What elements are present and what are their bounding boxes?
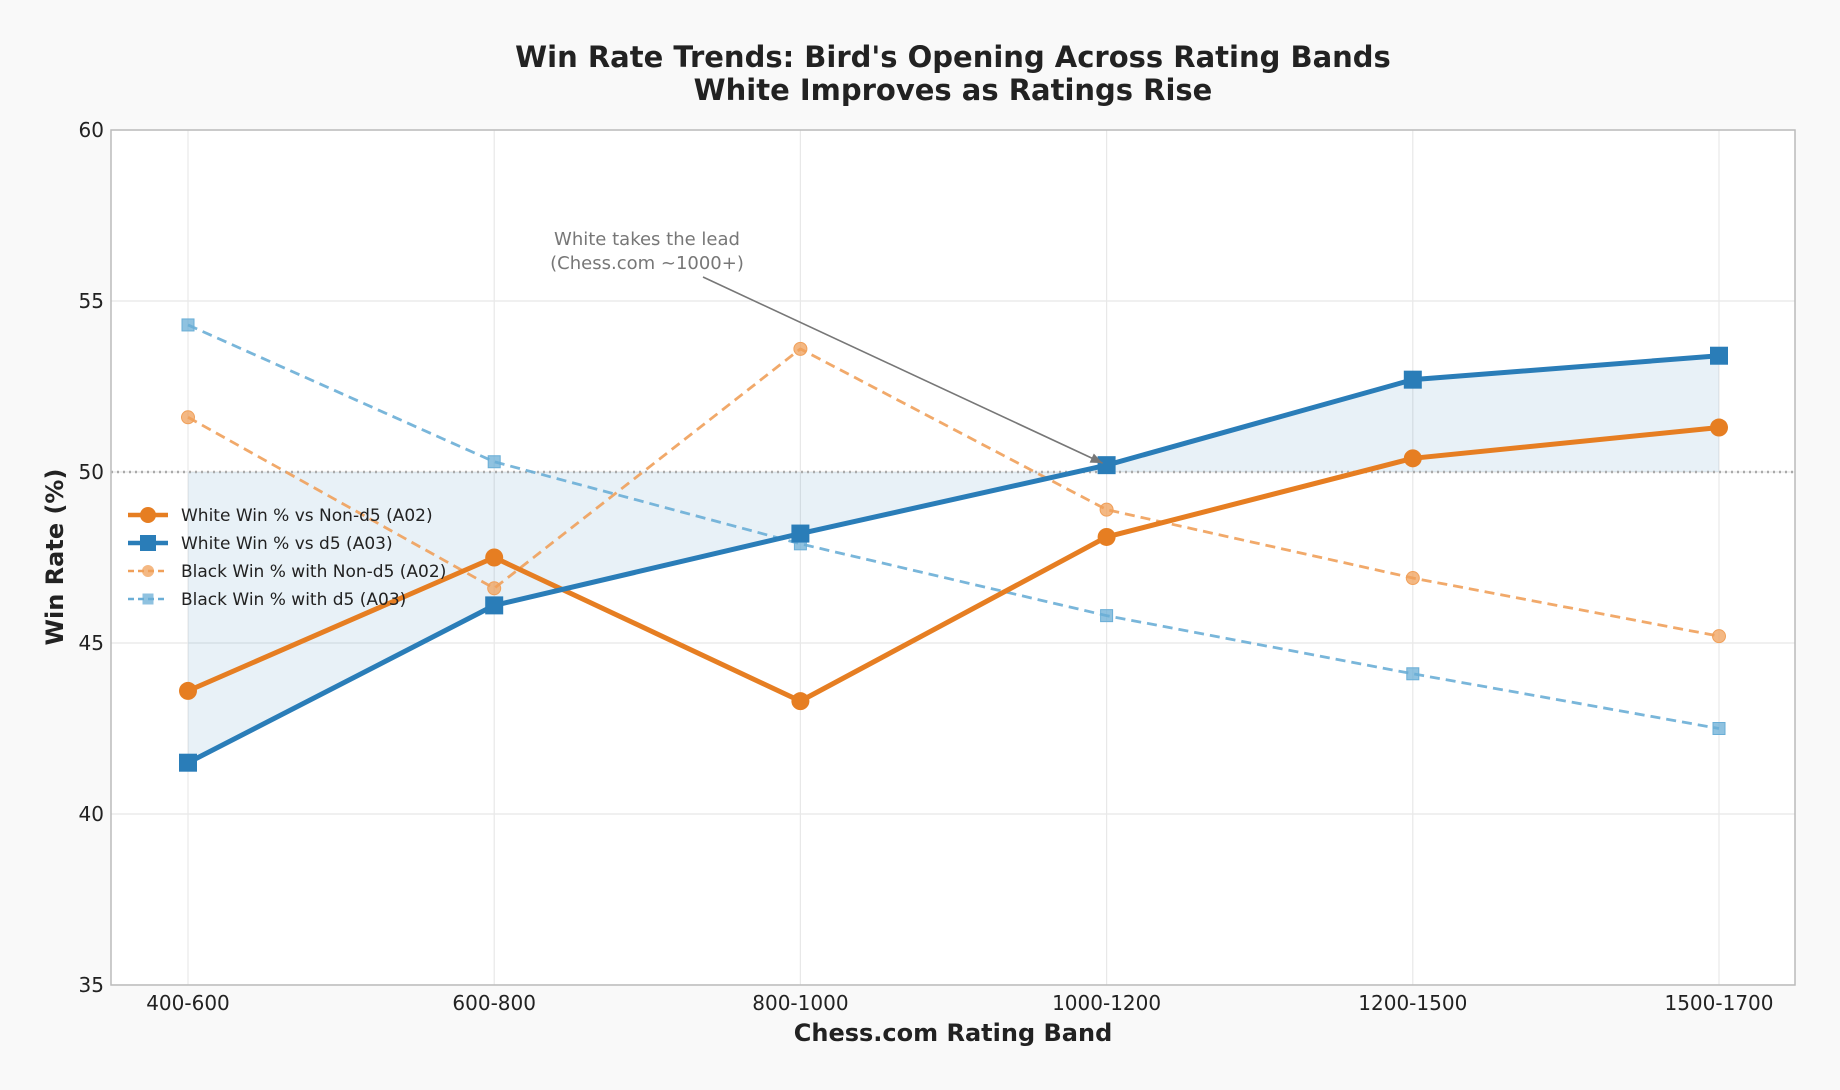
data-point	[1403, 449, 1422, 468]
y-axis-label: Win Rate (%)	[41, 469, 69, 646]
x-axis-label: Chess.com Rating Band	[794, 1019, 1113, 1047]
data-point	[1710, 346, 1728, 365]
data-point	[791, 524, 810, 543]
annotation-arrowhead	[1089, 453, 1103, 464]
data-point	[1712, 629, 1726, 644]
y-tick-label: 40	[79, 802, 104, 826]
legend-item-black-win-with-non-d5-a02: Black Win % with Non-d5 (A02)	[128, 562, 446, 582]
annotation-text: White takes the lead	[554, 229, 740, 250]
data-point	[487, 581, 502, 596]
data-point	[1099, 502, 1114, 517]
legend-marker	[140, 507, 156, 523]
y-axis-ticks: 35 40 45 50 55 60	[79, 118, 104, 997]
data-point	[181, 410, 195, 425]
x-tick-label: 1200-1500	[1358, 991, 1467, 1015]
data-point	[1403, 370, 1422, 389]
chart-title: Win Rate Trends: Bird's Opening Across R…	[515, 40, 1391, 74]
data-point	[791, 692, 810, 711]
series-white-win-vs-d5-a03	[179, 346, 1728, 772]
data-point	[181, 318, 195, 332]
legend-label: Black Win % with d5 (A03)	[181, 590, 406, 610]
data-point	[179, 753, 197, 772]
data-point	[1405, 571, 1420, 586]
y-tick-label: 50	[79, 460, 104, 484]
legend: White Win % vs Non-d5 (A02) White Win % v…	[128, 506, 446, 610]
legend-marker	[142, 565, 154, 577]
series-line	[187, 323, 1720, 730]
data-point	[793, 341, 808, 356]
data-point	[1100, 609, 1114, 623]
x-tick-label: 600-800	[452, 991, 536, 1015]
y-tick-label: 35	[79, 973, 104, 997]
legend-item-white-win-vs-d5-a03: White Win % vs d5 (A03)	[128, 534, 393, 554]
data-point	[179, 681, 197, 700]
data-point	[1710, 418, 1728, 437]
data-point	[487, 455, 501, 469]
fill-between-area	[188, 355, 1719, 763]
data-point	[1406, 667, 1420, 681]
x-tick-label: 1000-1200	[1052, 991, 1161, 1015]
data-point	[485, 596, 504, 615]
legend-label: White Win % vs d5 (A03)	[181, 534, 393, 554]
annotation: White takes the lead (Chess.com ~1000+)	[550, 229, 1103, 464]
x-axis-ticks: 400-600 600-800 800-1000 1000-1200 1200-1500…	[146, 991, 1773, 1015]
legend-item-white-win-vs-non-d5-a02: White Win % vs Non-d5 (A02)	[128, 506, 433, 526]
y-tick-label: 60	[79, 118, 104, 142]
series-line	[187, 425, 1720, 704]
legend-marker	[140, 535, 156, 551]
data-point	[1097, 527, 1116, 546]
x-tick-label: 800-1000	[752, 991, 848, 1015]
legend-label: White Win % vs Non-d5 (A02)	[181, 506, 433, 526]
plot-border	[110, 129, 1796, 986]
annotation-text: (Chess.com ~1000+)	[550, 253, 744, 274]
series-line	[187, 347, 1720, 638]
legend-item-black-win-with-d5-a03: Black Win % with d5 (A03)	[128, 590, 406, 610]
series-group	[179, 318, 1728, 772]
x-tick-label: 400-600	[146, 991, 230, 1015]
series-white-win-vs-non-d5-a02	[179, 418, 1728, 711]
data-point	[485, 548, 504, 567]
fill-area	[188, 355, 1719, 763]
series-line	[186, 353, 1720, 765]
series-black-win-with-non-d5-a02	[181, 341, 1726, 644]
legend-label: Black Win % with Non-d5 (A02)	[181, 562, 446, 582]
x-tick-label: 1500-1700	[1664, 991, 1773, 1015]
data-point	[1712, 722, 1726, 735]
chart-subtitle: White Improves as Ratings Rise	[694, 73, 1213, 107]
y-tick-label: 45	[79, 631, 104, 655]
data-point	[1097, 456, 1116, 475]
annotation-arrow	[702, 276, 1103, 464]
y-tick-label: 55	[79, 289, 104, 313]
legend-marker	[142, 593, 154, 605]
plot-area	[111, 130, 1795, 985]
